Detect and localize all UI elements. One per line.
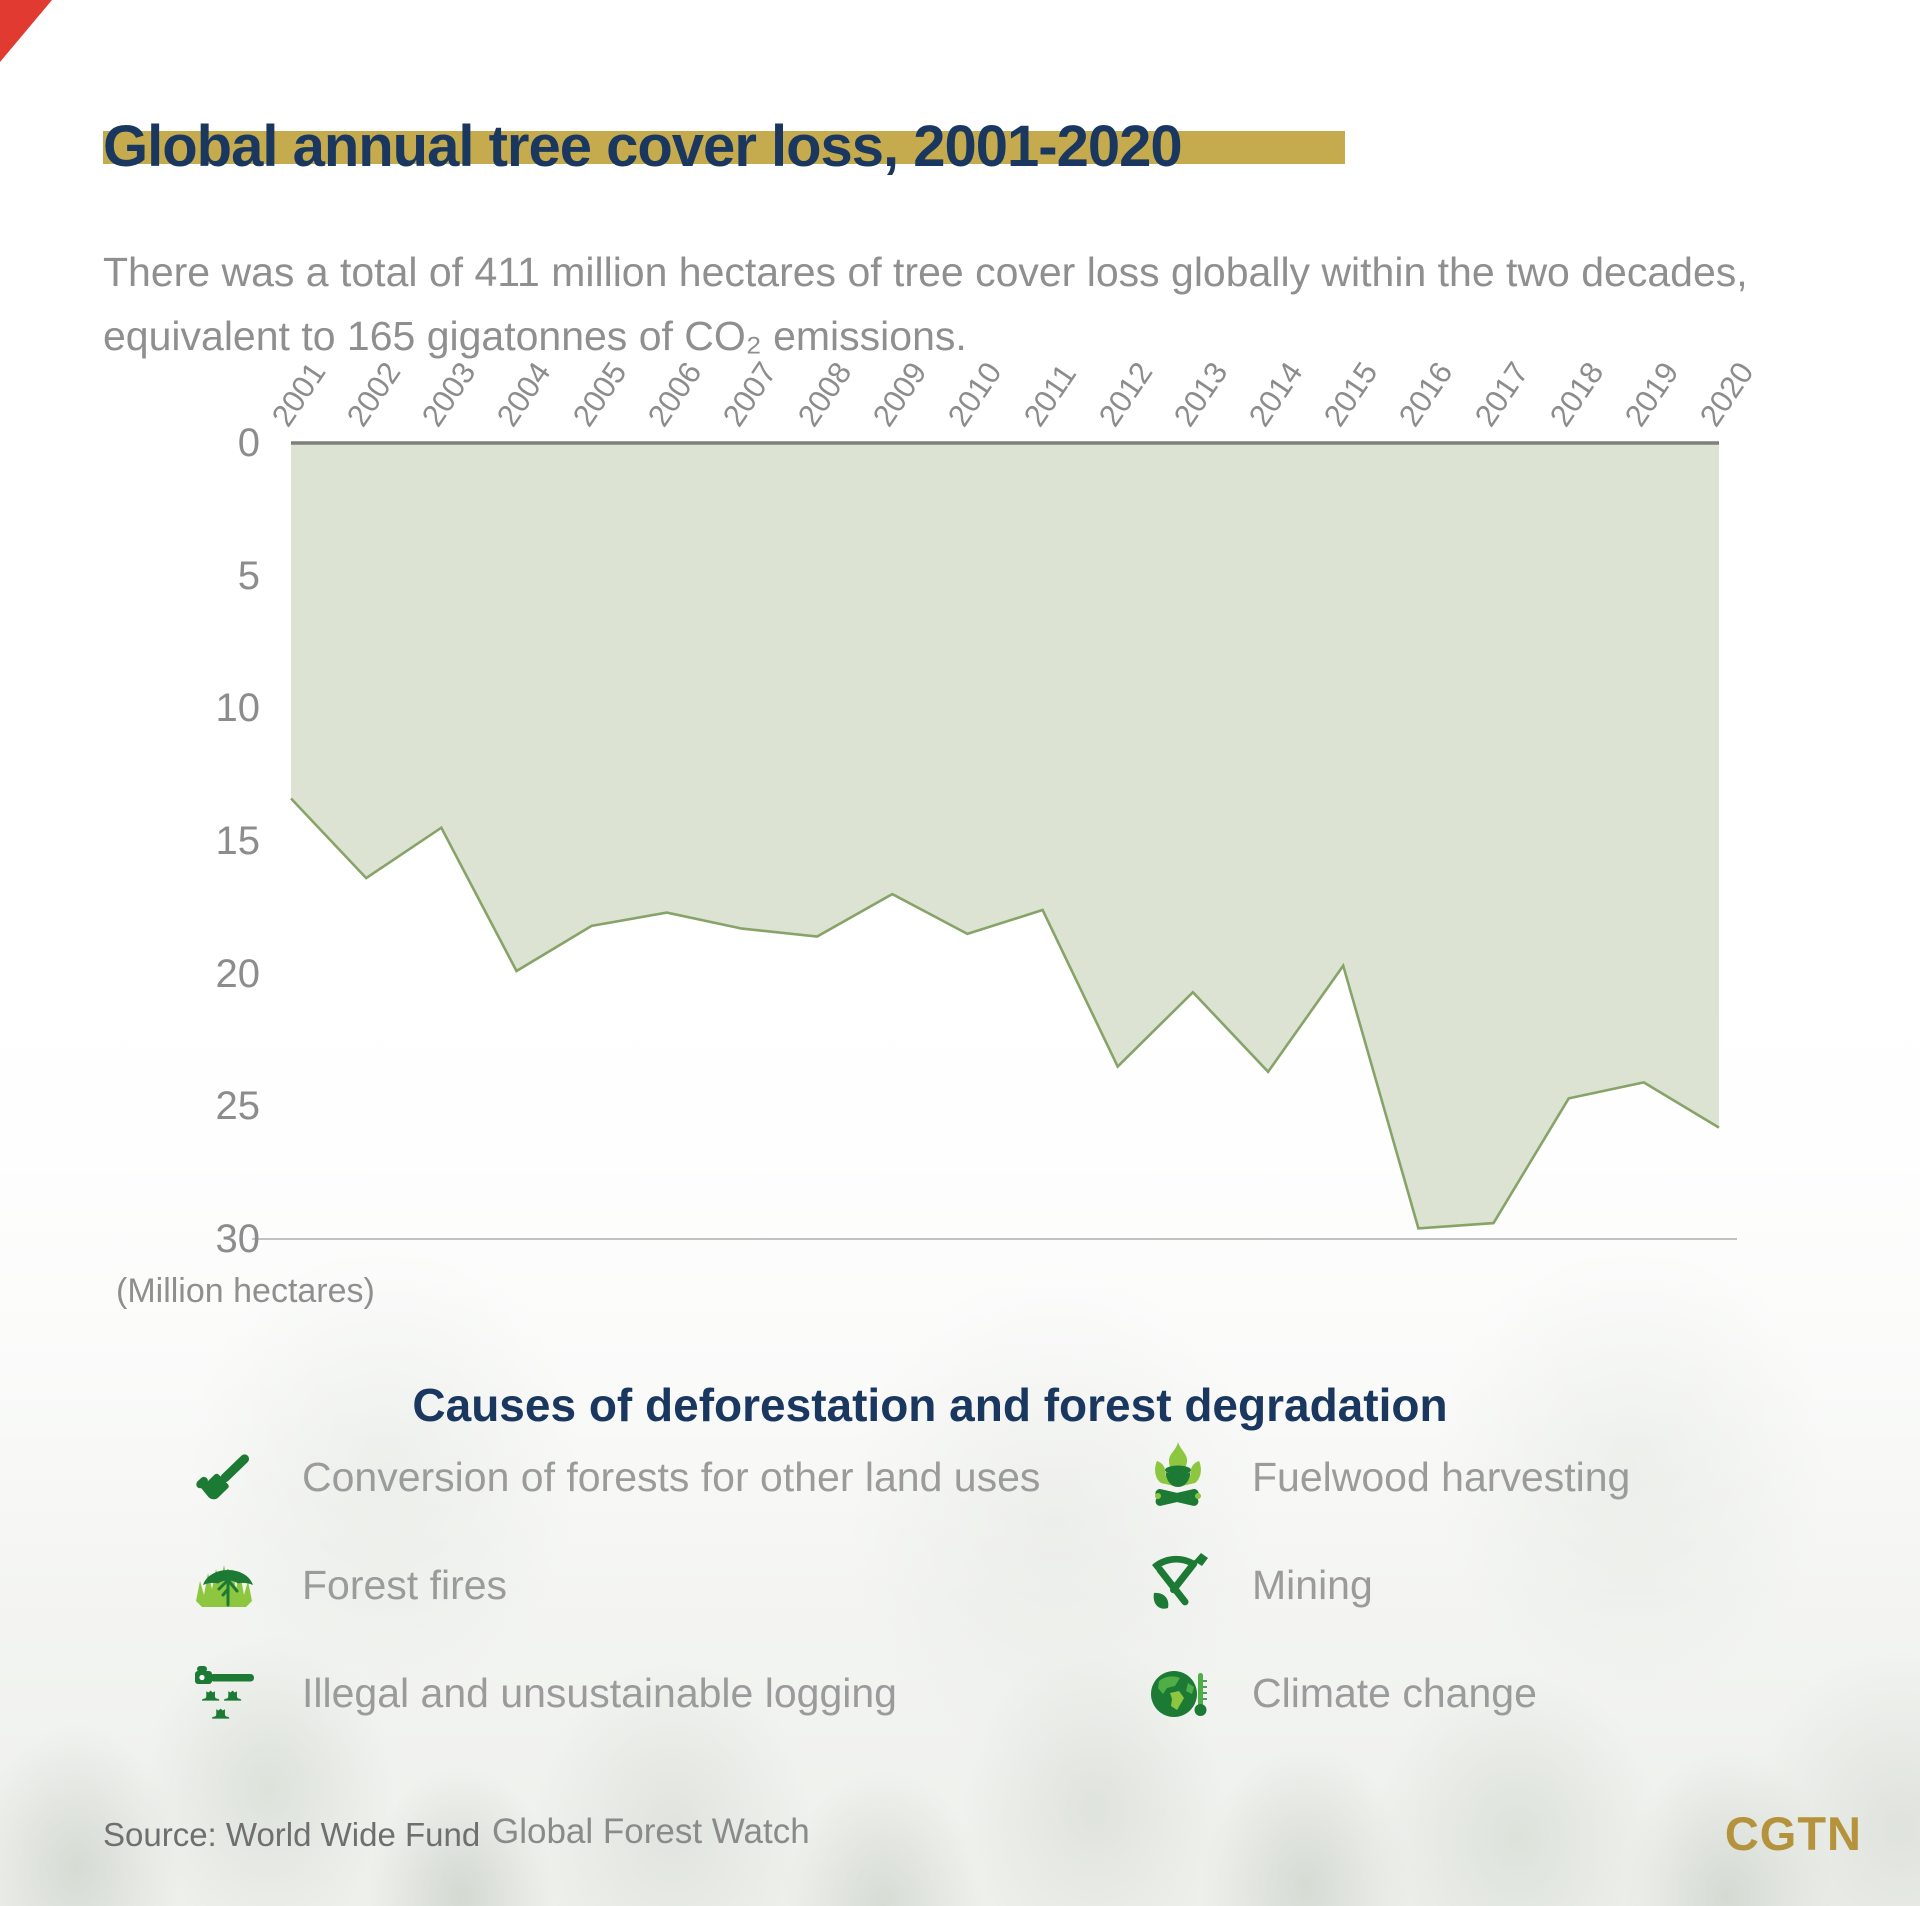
y-tick-label-25: 25 [215,1084,261,1129]
cause-item: Climate change [1142,1657,1630,1729]
cause-label: Forest fires [302,1561,508,1608]
y-tick-label-10: 10 [215,686,261,731]
x-tick-label-2005: 2005 [565,355,634,433]
x-tick-label-2004: 2004 [490,355,558,433]
y-tick-label-5: 5 [237,553,260,598]
x-tick-label-2008: 2008 [790,355,859,433]
x-tick-label-2007: 2007 [715,355,784,433]
cause-label: Mining [1252,1561,1373,1608]
source-label: Source: World Wide Fund [103,1816,481,1853]
y-tick-label-0: 0 [237,421,260,465]
x-tick-label-2013: 2013 [1166,355,1235,433]
corner-ribbon [0,0,52,62]
y-tick-label-20: 20 [215,951,261,996]
causes-section-title: Causes of deforestation and forest degra… [412,1379,1448,1432]
globe-thermometer-icon [1142,1657,1214,1729]
x-tick-label-2002: 2002 [339,355,408,433]
x-tick-label-2019: 2019 [1617,355,1686,433]
x-tick-label-2009: 2009 [866,355,934,433]
x-tick-label-2014: 2014 [1241,355,1310,433]
x-tick-label-2020: 2020 [1692,355,1761,433]
x-tick-label-2015: 2015 [1317,355,1385,433]
cause-item: Fuelwood harvesting [1142,1441,1630,1513]
x-tick-label-2012: 2012 [1091,355,1160,433]
cause-item: Illegal and unsustainable logging [192,1657,1040,1729]
subtitle: There was a total of 411 million hectare… [103,249,1748,359]
cause-label: Illegal and unsustainable logging [302,1669,897,1716]
x-tick-label-2010: 2010 [941,355,1009,433]
cause-item: Forest fires [192,1549,1040,1621]
logging-stumps-icon [192,1657,264,1729]
cause-label: Fuelwood harvesting [1252,1453,1631,1500]
page-title: Global annual tree cover loss, 2001-2020 [103,113,1183,179]
y-tick-label-30: 30 [215,1216,261,1261]
x-tick-label-2011: 2011 [1016,357,1083,433]
x-tick-label-2017: 2017 [1467,355,1535,433]
source-secondary: Global Forest Watch [492,1812,810,1851]
causes-column-left: Conversion of forests for other land use… [192,1441,1040,1729]
cgtn-logo: CGTN [1724,1807,1862,1860]
x-tick-label-2016: 2016 [1392,355,1460,433]
burning-tree-icon [192,1549,264,1621]
pickaxe-shovel-icon [1142,1549,1214,1621]
cause-label: Climate change [1252,1669,1537,1716]
y-tick-label-15: 15 [215,818,261,863]
y-axis-unit-note: (Million hectares) [116,1272,375,1310]
x-tick-label-2006: 2006 [640,355,709,433]
cause-label: Conversion of forests for other land use… [302,1453,1041,1500]
chainsaw-icon [192,1441,264,1513]
title-highlight-bar [103,131,1345,164]
cause-item: Conversion of forests for other land use… [192,1441,1040,1513]
campfire-icon [1142,1441,1214,1513]
x-tick-label-2003: 2003 [415,355,483,433]
x-tick-label-2018: 2018 [1542,355,1611,433]
causes-column-right: Fuelwood harvesting Mining Climate change [1142,1441,1630,1729]
cause-item: Mining [1142,1549,1630,1621]
x-tick-label-2001: 2001 [264,355,333,433]
